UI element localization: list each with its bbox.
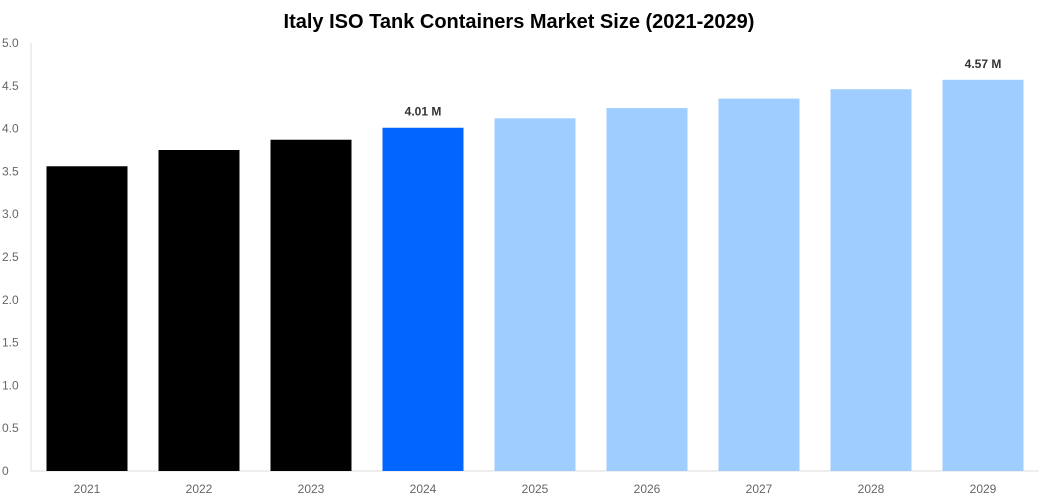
y-tick-label: 2.5 <box>2 250 19 264</box>
x-tick-label: 2029 <box>970 482 997 496</box>
y-tick-label: 2.0 <box>2 293 19 307</box>
bar-2029 <box>942 79 1024 472</box>
bar-2023 <box>270 139 352 471</box>
bar-2021 <box>46 166 128 471</box>
x-tick-label: 2026 <box>634 482 661 496</box>
x-tick-label: 2022 <box>186 482 213 496</box>
bar-2022 <box>158 150 240 471</box>
x-tick-label: 2025 <box>522 482 549 496</box>
y-tick-label: 0 <box>2 464 9 478</box>
y-tick-label: 4.5 <box>2 79 19 93</box>
y-tick-label: 3.0 <box>2 207 19 221</box>
x-tick-label: 2021 <box>74 482 101 496</box>
x-tick-label: 2027 <box>746 482 773 496</box>
y-tick-label: 0.5 <box>2 421 19 435</box>
data-label: 4.01 M <box>405 105 442 119</box>
y-tick-label: 3.5 <box>2 164 19 178</box>
bar-2027 <box>718 98 800 471</box>
x-tick-label: 2028 <box>858 482 885 496</box>
bar-2028 <box>830 89 912 471</box>
y-tick-label: 1.5 <box>2 336 19 350</box>
y-tick-label: 4.0 <box>2 122 19 136</box>
y-tick-label: 5.0 <box>2 36 19 50</box>
x-tick-label: 2023 <box>298 482 325 496</box>
bar-2024 <box>382 127 464 471</box>
x-tick-label: 2024 <box>410 482 437 496</box>
data-label: 4.57 M <box>965 57 1002 71</box>
chart-title: Italy ISO Tank Containers Market Size (2… <box>284 11 755 33</box>
bar-2025 <box>494 118 576 471</box>
bar-2026 <box>606 108 688 471</box>
y-tick-label: 1.0 <box>2 378 19 392</box>
